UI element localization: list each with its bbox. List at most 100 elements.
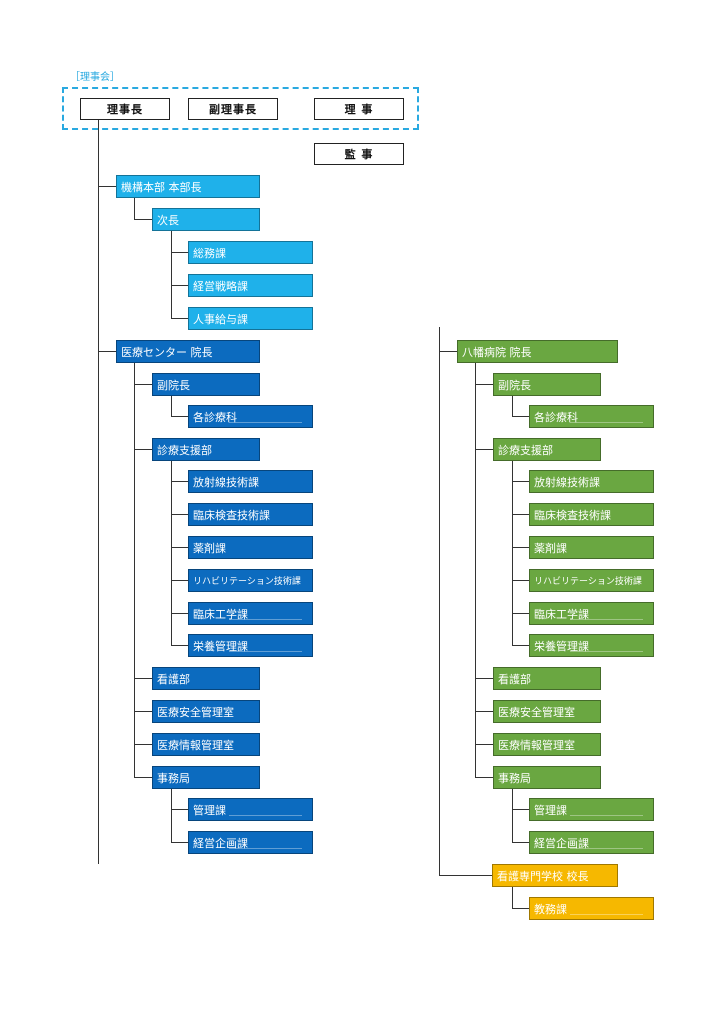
box-label: 栄養管理課 xyxy=(193,639,248,653)
connector xyxy=(171,514,188,515)
yh-support-section-box[interactable]: 薬剤課 xyxy=(529,536,654,559)
connector xyxy=(171,231,172,318)
connector xyxy=(171,396,172,417)
yh-clinical-depts-box[interactable]: 各診療科 xyxy=(529,405,654,428)
box-label: 各診療科 xyxy=(193,410,237,424)
vice-chairman-box[interactable]: 副理事長 xyxy=(188,98,278,120)
connector xyxy=(475,384,493,385)
headquarters-box[interactable]: 機構本部 本部長 xyxy=(116,175,260,198)
connector xyxy=(439,351,457,352)
deputy-box[interactable]: 次長 xyxy=(152,208,260,231)
mc-safety-box[interactable]: 医療安全管理室 xyxy=(152,700,260,723)
box-label: 経営企画課 xyxy=(534,836,589,850)
box-label: 経営企画課 xyxy=(193,836,248,850)
main-trunk-line xyxy=(98,120,99,864)
box-label: 教務課 xyxy=(534,902,567,916)
box-label: 臨床工学課 xyxy=(193,607,248,621)
yh-support-section-box[interactable]: 臨床工学課 xyxy=(529,602,654,625)
connector xyxy=(134,678,152,679)
yh-support-dept-box[interactable]: 診療支援部 xyxy=(493,438,601,461)
yh-info-box[interactable]: 医療情報管理室 xyxy=(493,733,601,756)
yh-admin-section-box[interactable]: 管理課 xyxy=(529,798,654,821)
connector xyxy=(134,384,152,385)
yh-admin-section-box[interactable]: 経営企画課 xyxy=(529,831,654,854)
box-label: 各診療科 xyxy=(534,410,578,424)
box-underline xyxy=(570,651,643,652)
yh-vice-director-box[interactable]: 副院長 xyxy=(493,373,601,396)
connector xyxy=(171,416,188,417)
connector xyxy=(171,789,172,842)
mc-support-section-box[interactable]: 臨床工学課 xyxy=(188,602,313,625)
yh-safety-box[interactable]: 医療安全管理室 xyxy=(493,700,601,723)
yh-support-section-box[interactable]: 放射線技術課 xyxy=(529,470,654,493)
connector xyxy=(512,809,529,810)
connector xyxy=(171,613,188,614)
connector xyxy=(98,351,116,352)
connector xyxy=(171,809,188,810)
connector xyxy=(134,711,152,712)
mc-nursing-box[interactable]: 看護部 xyxy=(152,667,260,690)
connector xyxy=(512,645,529,646)
connector xyxy=(171,461,172,646)
connector xyxy=(512,887,513,908)
connector xyxy=(512,789,513,842)
chairman-box[interactable]: 理事長 xyxy=(80,98,170,120)
connector xyxy=(512,396,513,417)
connector xyxy=(512,481,529,482)
auditor-box[interactable]: 監 事 xyxy=(314,143,404,165)
mc-admin-section-box[interactable]: 管理課 xyxy=(188,798,313,821)
mc-vice-director-box[interactable]: 副院長 xyxy=(152,373,260,396)
box-label: 管理課 xyxy=(534,803,567,817)
mc-support-dept-box[interactable]: 診療支援部 xyxy=(152,438,260,461)
mc-clinical-depts-box[interactable]: 各診療科 xyxy=(188,405,313,428)
mc-support-section-box[interactable]: 栄養管理課 xyxy=(188,634,313,657)
yh-support-section-box[interactable]: 臨床検査技術課 xyxy=(529,503,654,526)
connector xyxy=(475,449,493,450)
nursing-school-box[interactable]: 看護専門学校 校長 xyxy=(492,864,618,887)
connector xyxy=(512,547,529,548)
mc-support-section-box[interactable]: 放射線技術課 xyxy=(188,470,313,493)
connector xyxy=(512,580,529,581)
box-underline xyxy=(570,815,643,816)
connector xyxy=(439,875,492,876)
connector xyxy=(134,363,135,777)
ns-section-box[interactable]: 教務課 xyxy=(529,897,654,920)
yh-admin-bureau-box[interactable]: 事務局 xyxy=(493,766,601,789)
connector xyxy=(171,580,188,581)
box-label: 臨床工学課 xyxy=(534,607,589,621)
hq-section-box[interactable]: 人事給与課 xyxy=(188,307,313,330)
mc-support-section-box[interactable]: 薬剤課 xyxy=(188,536,313,559)
connector xyxy=(512,613,529,614)
mc-admin-section-box[interactable]: 経営企画課 xyxy=(188,831,313,854)
connector xyxy=(512,514,529,515)
director-box[interactable]: 理 事 xyxy=(314,98,404,120)
connector xyxy=(171,318,188,319)
connector xyxy=(171,842,188,843)
connector xyxy=(171,547,188,548)
connector xyxy=(134,219,152,220)
mc-admin-bureau-box[interactable]: 事務局 xyxy=(152,766,260,789)
connector xyxy=(171,252,188,253)
yh-support-section-box[interactable]: 栄養管理課 xyxy=(529,634,654,657)
mc-support-section-box[interactable]: 臨床検査技術課 xyxy=(188,503,313,526)
right-trunk-line xyxy=(439,327,440,876)
connector xyxy=(512,842,529,843)
yawata-hospital-box[interactable]: 八幡病院 院長 xyxy=(457,340,618,363)
mc-info-box[interactable]: 医療情報管理室 xyxy=(152,733,260,756)
box-underline xyxy=(570,848,643,849)
box-underline xyxy=(229,815,302,816)
connector xyxy=(475,744,493,745)
hq-section-box[interactable]: 経営戦略課 xyxy=(188,274,313,297)
yh-nursing-box[interactable]: 看護部 xyxy=(493,667,601,690)
mc-support-section-box[interactable]: リハビリテーション技術課 xyxy=(188,569,313,592)
box-underline xyxy=(229,651,302,652)
connector xyxy=(134,198,135,220)
connector xyxy=(98,186,116,187)
hq-section-box[interactable]: 総務課 xyxy=(188,241,313,264)
connector xyxy=(512,908,529,909)
connector xyxy=(171,645,188,646)
medical-center-box[interactable]: 医療センター 院長 xyxy=(116,340,260,363)
connector xyxy=(171,481,188,482)
connector xyxy=(475,363,476,777)
yh-support-section-box[interactable]: リハビリテーション技術課 xyxy=(529,569,654,592)
